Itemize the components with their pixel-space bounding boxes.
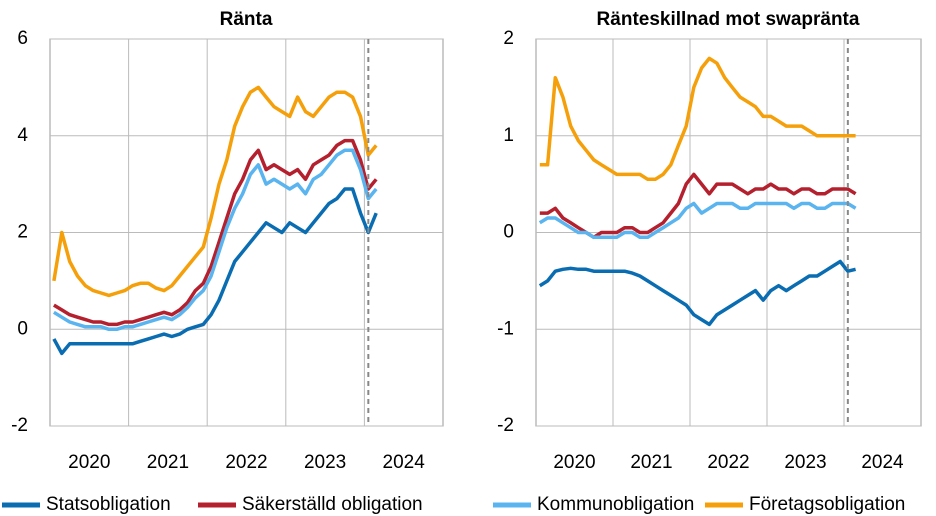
y-tick-label: -2 (11, 415, 28, 436)
y-tick-label: 2 (503, 28, 514, 49)
legend-label: Kommunobligation (537, 494, 694, 515)
series-line (538, 259, 857, 327)
y-tick-label: 0 (503, 222, 514, 243)
x-tick-label: 2022 (225, 452, 267, 473)
x-tick-label: 2020 (68, 452, 110, 473)
x-tick-label: 2021 (630, 452, 672, 473)
y-tick-label: 0 (17, 318, 28, 339)
y-tick-label: -2 (497, 415, 514, 436)
chart-title: Ränteskillnad mot swapränta (597, 9, 860, 30)
x-tick-label: 2023 (304, 452, 346, 473)
x-tick-label: 2024 (861, 452, 904, 473)
y-tick-label: 2 (17, 222, 28, 243)
y-tick-label: 4 (17, 125, 28, 146)
series-line (52, 148, 378, 332)
chart-title: Ränta (220, 9, 273, 30)
x-tick-label: 2023 (784, 452, 826, 473)
x-tick-label: 2022 (707, 452, 749, 473)
legend-label: Statsobligation (46, 494, 171, 515)
series-line (52, 138, 378, 327)
x-tick-label: 2021 (147, 452, 189, 473)
legend-label: Företagsobligation (749, 494, 905, 515)
x-tick-label: 2024 (383, 452, 426, 473)
series-line (52, 187, 378, 356)
series-line (52, 85, 378, 298)
series-line (539, 56, 856, 182)
y-tick-label: -1 (497, 318, 514, 339)
y-tick-label: 1 (503, 125, 514, 146)
series-line (538, 201, 857, 240)
legend-label: Säkerställd obligation (242, 494, 423, 515)
x-tick-label: 2020 (553, 452, 595, 473)
y-tick-label: 6 (17, 28, 28, 49)
